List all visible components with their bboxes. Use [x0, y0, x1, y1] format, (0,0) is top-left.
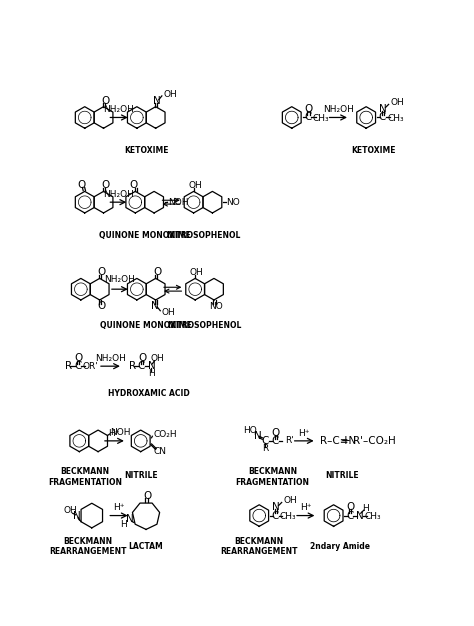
Text: H: H: [120, 520, 127, 528]
Text: O: O: [346, 502, 355, 512]
Text: H⁺: H⁺: [109, 429, 120, 438]
Text: OH: OH: [164, 90, 177, 99]
Text: N: N: [356, 511, 364, 521]
Text: H⁺: H⁺: [300, 503, 311, 512]
Text: NH₂OH: NH₂OH: [103, 190, 134, 199]
Text: N: N: [147, 361, 155, 371]
Text: H⁺: H⁺: [299, 429, 310, 438]
Text: H: H: [148, 369, 155, 377]
Text: R–C≡N: R–C≡N: [320, 436, 356, 446]
Text: HYDROXAMIC ACID: HYDROXAMIC ACID: [108, 389, 190, 398]
Text: NITROSOPHENOL: NITROSOPHENOL: [166, 231, 240, 240]
Text: OH: OH: [162, 308, 175, 317]
Text: NH₂OH: NH₂OH: [323, 105, 354, 115]
Text: CH₃: CH₃: [313, 114, 329, 123]
Text: OH: OH: [188, 181, 202, 190]
Text: NH₂OH: NH₂OH: [104, 275, 135, 284]
Text: R: R: [262, 444, 269, 453]
Text: CH₃: CH₃: [280, 512, 296, 521]
Text: C: C: [379, 113, 386, 123]
Text: NITROSOPHENOL: NITROSOPHENOL: [167, 321, 242, 330]
Text: N: N: [73, 511, 81, 521]
Text: O: O: [153, 267, 161, 277]
Text: O: O: [101, 96, 109, 106]
Text: O: O: [97, 267, 105, 277]
Text: R'–CO₂H: R'–CO₂H: [353, 436, 396, 446]
Text: QUINONE MONOXIME: QUINONE MONOXIME: [100, 321, 192, 330]
Text: C: C: [304, 113, 312, 123]
Text: BECKMANN
FRAGMENTATION: BECKMANN FRAGMENTATION: [48, 468, 122, 487]
Text: O: O: [144, 491, 152, 501]
Text: NH₂OH: NH₂OH: [104, 105, 135, 115]
Text: HO: HO: [243, 426, 257, 434]
Text: BECKMANN
REARRANGEMENT: BECKMANN REARRANGEMENT: [49, 536, 127, 556]
Text: OH: OH: [283, 496, 297, 505]
Text: KETOXIME: KETOXIME: [124, 146, 168, 155]
Text: NITRILE: NITRILE: [325, 471, 359, 480]
Text: +: +: [340, 434, 350, 448]
Text: CH₃: CH₃: [387, 114, 404, 123]
Text: O: O: [138, 354, 146, 364]
Text: C: C: [262, 436, 269, 446]
Text: CN: CN: [153, 447, 166, 456]
Text: NH₂OH: NH₂OH: [95, 354, 126, 363]
Text: NITRILE: NITRILE: [124, 471, 157, 480]
Text: O: O: [129, 180, 138, 190]
Text: CH₃: CH₃: [364, 512, 381, 521]
Text: OH: OH: [64, 506, 77, 515]
Text: C: C: [74, 361, 82, 371]
Text: QUINONE MONOXIME: QUINONE MONOXIME: [99, 231, 191, 240]
Text: OH: OH: [190, 268, 204, 277]
Text: OH: OH: [150, 354, 164, 363]
Text: H⁺: H⁺: [113, 503, 125, 512]
Text: O: O: [97, 301, 105, 311]
Text: R': R': [285, 436, 294, 445]
Text: N: N: [273, 502, 280, 512]
Text: O: O: [78, 180, 86, 190]
Text: O: O: [74, 354, 83, 364]
Text: O: O: [305, 104, 313, 114]
Text: LACTAM: LACTAM: [128, 542, 164, 551]
Text: C: C: [272, 511, 279, 521]
Text: NO: NO: [209, 302, 222, 310]
Text: H: H: [362, 504, 369, 513]
Text: BECKMANN
FRAGMENTATION: BECKMANN FRAGMENTATION: [236, 468, 310, 487]
Text: N: N: [254, 431, 262, 441]
Text: N: N: [379, 104, 387, 114]
Text: C: C: [272, 436, 279, 446]
Text: N: N: [151, 301, 159, 311]
Text: O: O: [271, 428, 280, 438]
Text: BECKMANN
REARRANGEMENT: BECKMANN REARRANGEMENT: [220, 536, 298, 556]
Text: N: N: [153, 96, 160, 106]
Text: R: R: [65, 361, 73, 371]
Text: N: N: [126, 515, 134, 525]
Text: OR': OR': [82, 362, 98, 371]
Text: C: C: [138, 361, 145, 371]
Text: R: R: [129, 361, 136, 371]
Text: C: C: [346, 511, 354, 521]
Text: O: O: [101, 180, 109, 190]
Text: NOH: NOH: [110, 428, 131, 437]
Text: NO: NO: [227, 198, 240, 207]
Text: NOH: NOH: [168, 198, 189, 207]
Text: KETOXIME: KETOXIME: [352, 146, 396, 155]
Text: 2ndary Amide: 2ndary Amide: [310, 542, 370, 551]
Text: CO₂H: CO₂H: [153, 430, 177, 439]
Text: OH: OH: [390, 98, 404, 107]
